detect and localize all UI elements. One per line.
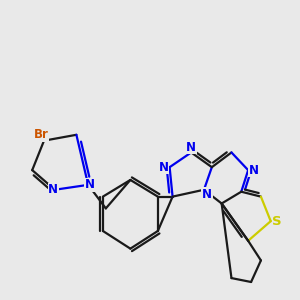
Text: N: N	[85, 178, 94, 191]
Text: Br: Br	[34, 128, 49, 141]
Text: N: N	[202, 188, 212, 201]
Text: S: S	[272, 215, 282, 228]
Text: N: N	[186, 141, 196, 154]
Text: N: N	[159, 161, 169, 174]
Text: N: N	[48, 183, 58, 196]
Text: N: N	[248, 164, 258, 177]
